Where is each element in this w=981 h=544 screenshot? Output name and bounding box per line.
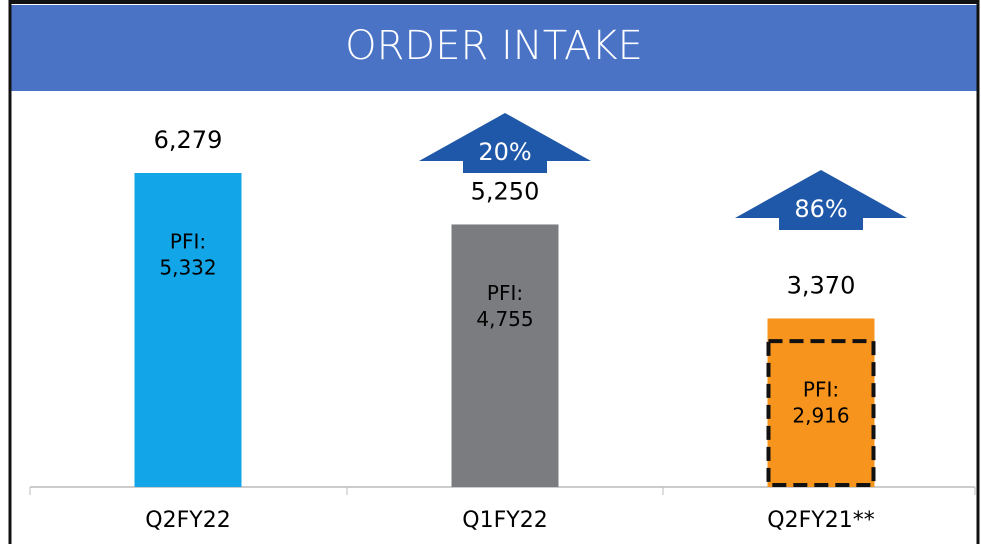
change-arrow [419, 113, 591, 173]
x-tick-label: Q2FY21** [767, 508, 874, 533]
value-label: 5,250 [471, 177, 540, 205]
pfi-value: 2,916 [792, 404, 849, 428]
value-label: 6,279 [154, 126, 223, 154]
pfi-value: 5,332 [159, 256, 216, 280]
x-tick-label: Q1FY22 [462, 508, 547, 533]
pfi-label: PFI: [170, 230, 206, 254]
x-tick-label: Q2FY22 [145, 508, 230, 533]
bar [134, 173, 242, 487]
pfi-value: 4,755 [476, 307, 533, 331]
change-label: 86% [794, 195, 847, 223]
bar [767, 318, 875, 487]
chart-title: ORDER INTAKE [345, 23, 643, 69]
pfi-label: PFI: [487, 281, 523, 305]
change-label: 20% [478, 138, 531, 166]
change-arrow [735, 170, 907, 230]
header-band [10, 5, 978, 91]
pfi-box [766, 339, 876, 488]
value-label: 3,370 [787, 271, 856, 299]
pfi-label: PFI: [803, 378, 839, 402]
bar [451, 224, 559, 487]
